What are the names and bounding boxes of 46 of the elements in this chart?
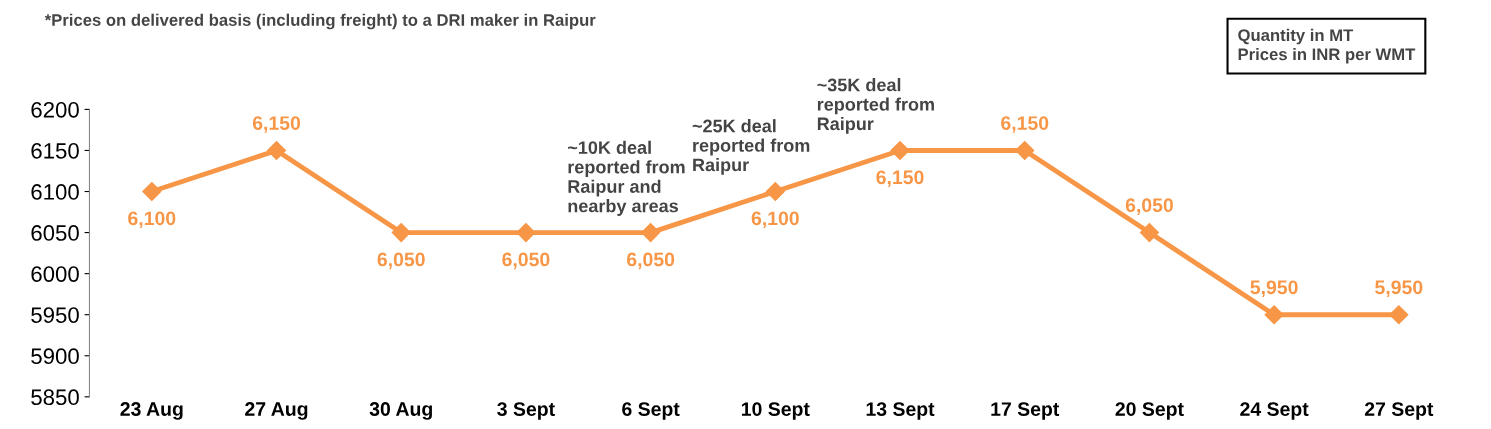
x-tick-label: 10 Sept (741, 402, 810, 420)
x-tick-label: 3 Sept (497, 402, 555, 420)
x-tick-label: 17 Sept (991, 402, 1060, 420)
annotation: ~25K deal reported from Raipur (692, 119, 810, 175)
y-tick-label: 6150 (31, 142, 79, 159)
annotation: ~35K deal reported from Raipur (817, 78, 934, 134)
text: Quantity in MT Prices in INR per WMT (1238, 28, 1416, 64)
y-tick-label: 5900 (31, 348, 79, 365)
data-label: 6,150 (252, 116, 301, 133)
point (1139, 223, 1159, 243)
point (266, 140, 287, 160)
x-tick-label: 27 Sept (1364, 402, 1434, 420)
point (516, 223, 536, 243)
data-label: 6,050 (627, 252, 675, 270)
annotation: ~10K deal reported from Raipur and nearby areas (568, 140, 685, 216)
data-label: 5,950 (1250, 280, 1298, 298)
point (890, 140, 910, 160)
data-label: 5,950 (1375, 280, 1423, 298)
point (1015, 140, 1035, 160)
data-label: 6,150 (876, 170, 924, 187)
x-tick-label: 23 Aug (120, 402, 183, 420)
point (641, 223, 661, 243)
x-tick-label: 6 Sept (622, 402, 680, 420)
x-tick-label: 20 Sept (1115, 402, 1184, 420)
data-label: 6,050 (502, 252, 550, 270)
x-tick-label: 30 Aug (369, 402, 432, 420)
y-tick-label: 6200 (31, 101, 79, 118)
point (391, 223, 411, 243)
data-label: 6,100 (751, 211, 799, 229)
y-tick-label: 6000 (31, 266, 79, 282)
point (765, 181, 785, 202)
data-label: 6,100 (128, 211, 176, 229)
x-tick-label: 27 Aug (245, 402, 308, 420)
data-label: 6,150 (1001, 116, 1049, 133)
y-tick-label: 5950 (31, 307, 79, 323)
data-label: 6,050 (377, 252, 425, 270)
y-tick-label: 6100 (31, 184, 79, 200)
y-tick-label: 5850 (31, 389, 79, 406)
point (142, 181, 162, 202)
data-label: 6,050 (1125, 198, 1173, 215)
y-tick-label: 6050 (31, 225, 79, 241)
x-tick-label: 24 Sept (1240, 402, 1309, 420)
point (1389, 305, 1409, 325)
point (1264, 305, 1284, 325)
text: *Prices on delivered basis (including freight) to a DRI maker in Raipur (44, 13, 596, 30)
x-tick-label: 13 Sept (866, 402, 935, 420)
